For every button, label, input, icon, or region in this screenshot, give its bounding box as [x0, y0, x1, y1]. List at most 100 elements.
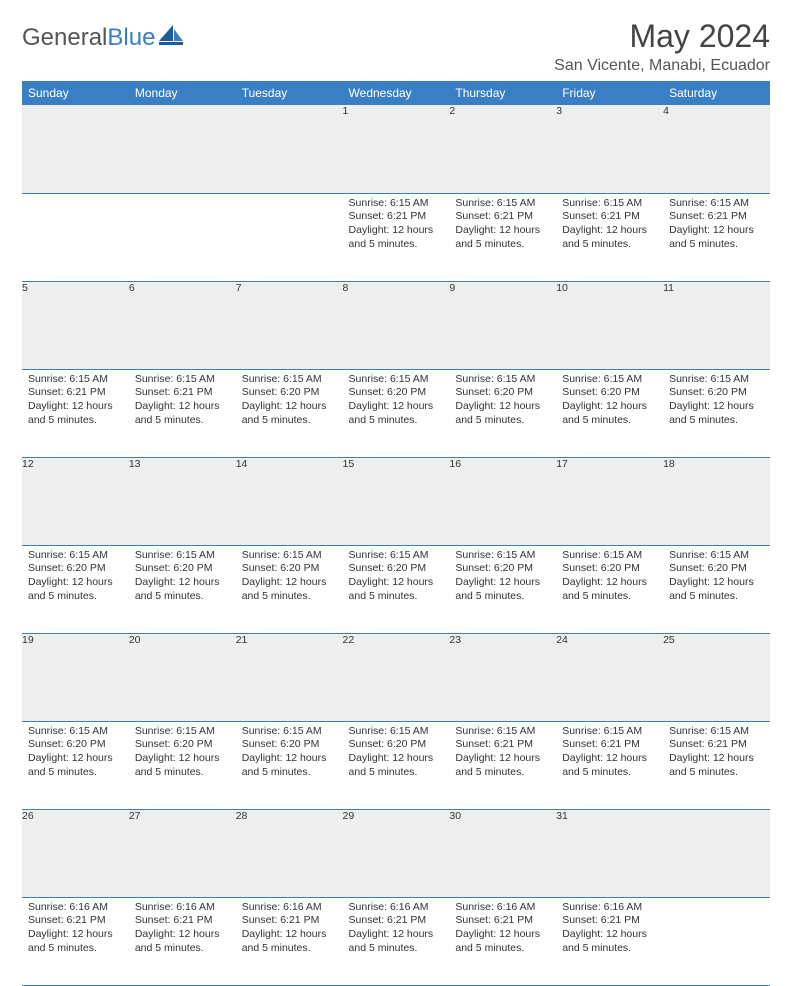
- day-cell: Sunrise: 6:16 AMSunset: 6:21 PMDaylight:…: [343, 897, 450, 985]
- sunrise-text: Sunrise: 6:15 AM: [242, 373, 337, 387]
- weekday-header: Sunday: [22, 81, 129, 105]
- daylight-text: Daylight: 12 hours and 5 minutes.: [28, 576, 123, 604]
- sunset-text: Sunset: 6:20 PM: [28, 738, 123, 752]
- daylight-text: Daylight: 12 hours and 5 minutes.: [455, 400, 550, 428]
- day-cell: Sunrise: 6:15 AMSunset: 6:20 PMDaylight:…: [663, 369, 770, 457]
- sunrise-text: Sunrise: 6:16 AM: [28, 901, 123, 915]
- sunrise-text: Sunrise: 6:15 AM: [349, 725, 444, 739]
- daylight-text: Daylight: 12 hours and 5 minutes.: [349, 400, 444, 428]
- day-content-row: Sunrise: 6:15 AMSunset: 6:20 PMDaylight:…: [22, 545, 770, 633]
- day-number-cell: 3: [556, 105, 663, 193]
- sunrise-text: Sunrise: 6:15 AM: [135, 725, 230, 739]
- daylight-text: Daylight: 12 hours and 5 minutes.: [349, 928, 444, 956]
- sunrise-text: Sunrise: 6:15 AM: [135, 373, 230, 387]
- sunset-text: Sunset: 6:21 PM: [349, 914, 444, 928]
- day-cell: Sunrise: 6:15 AMSunset: 6:21 PMDaylight:…: [556, 193, 663, 281]
- daylight-text: Daylight: 12 hours and 5 minutes.: [28, 928, 123, 956]
- sunset-text: Sunset: 6:21 PM: [242, 914, 337, 928]
- daylight-text: Daylight: 12 hours and 5 minutes.: [135, 400, 230, 428]
- day-number-row: 262728293031: [22, 809, 770, 897]
- sunset-text: Sunset: 6:21 PM: [135, 386, 230, 400]
- day-cell: Sunrise: 6:15 AMSunset: 6:20 PMDaylight:…: [343, 545, 450, 633]
- daylight-text: Daylight: 12 hours and 5 minutes.: [455, 576, 550, 604]
- sunrise-text: Sunrise: 6:15 AM: [669, 373, 764, 387]
- sunset-text: Sunset: 6:20 PM: [28, 562, 123, 576]
- sunrise-text: Sunrise: 6:15 AM: [669, 197, 764, 211]
- day-number-row: 12131415161718: [22, 457, 770, 545]
- day-number-cell: 4: [663, 105, 770, 193]
- sunrise-text: Sunrise: 6:16 AM: [562, 901, 657, 915]
- daylight-text: Daylight: 12 hours and 5 minutes.: [562, 928, 657, 956]
- sunset-text: Sunset: 6:21 PM: [669, 210, 764, 224]
- daylight-text: Daylight: 12 hours and 5 minutes.: [562, 224, 657, 252]
- weekday-header: Monday: [129, 81, 236, 105]
- day-number-cell: 9: [449, 281, 556, 369]
- calendar-table: SundayMondayTuesdayWednesdayThursdayFrid…: [22, 81, 770, 986]
- day-content-row: Sunrise: 6:15 AMSunset: 6:21 PMDaylight:…: [22, 193, 770, 281]
- sunrise-text: Sunrise: 6:15 AM: [562, 549, 657, 563]
- sunrise-text: Sunrise: 6:15 AM: [562, 725, 657, 739]
- day-cell: Sunrise: 6:16 AMSunset: 6:21 PMDaylight:…: [449, 897, 556, 985]
- day-number-cell: 28: [236, 809, 343, 897]
- day-number-cell: 10: [556, 281, 663, 369]
- day-number-cell: 24: [556, 633, 663, 721]
- weekday-header: Tuesday: [236, 81, 343, 105]
- day-cell: [129, 193, 236, 281]
- sunrise-text: Sunrise: 6:15 AM: [242, 549, 337, 563]
- sunset-text: Sunset: 6:20 PM: [135, 562, 230, 576]
- day-number-cell: [129, 105, 236, 193]
- day-number-cell: 19: [22, 633, 129, 721]
- day-number-cell: [236, 105, 343, 193]
- daylight-text: Daylight: 12 hours and 5 minutes.: [669, 752, 764, 780]
- day-number-cell: 13: [129, 457, 236, 545]
- day-cell: Sunrise: 6:16 AMSunset: 6:21 PMDaylight:…: [556, 897, 663, 985]
- day-content-row: Sunrise: 6:15 AMSunset: 6:20 PMDaylight:…: [22, 721, 770, 809]
- day-number-cell: 11: [663, 281, 770, 369]
- daylight-text: Daylight: 12 hours and 5 minutes.: [242, 752, 337, 780]
- daylight-text: Daylight: 12 hours and 5 minutes.: [669, 224, 764, 252]
- day-number-cell: 8: [343, 281, 450, 369]
- day-cell: Sunrise: 6:15 AMSunset: 6:20 PMDaylight:…: [236, 545, 343, 633]
- day-cell: Sunrise: 6:16 AMSunset: 6:21 PMDaylight:…: [129, 897, 236, 985]
- day-cell: Sunrise: 6:15 AMSunset: 6:20 PMDaylight:…: [556, 369, 663, 457]
- daylight-text: Daylight: 12 hours and 5 minutes.: [349, 224, 444, 252]
- location: San Vicente, Manabi, Ecuador: [554, 57, 770, 75]
- day-cell: Sunrise: 6:15 AMSunset: 6:21 PMDaylight:…: [129, 369, 236, 457]
- weekday-header: Friday: [556, 81, 663, 105]
- sunrise-text: Sunrise: 6:15 AM: [28, 725, 123, 739]
- day-number-cell: 17: [556, 457, 663, 545]
- sunrise-text: Sunrise: 6:15 AM: [349, 373, 444, 387]
- weekday-header: Wednesday: [343, 81, 450, 105]
- sunset-text: Sunset: 6:21 PM: [455, 738, 550, 752]
- sunrise-text: Sunrise: 6:15 AM: [455, 197, 550, 211]
- sunrise-text: Sunrise: 6:15 AM: [242, 725, 337, 739]
- daylight-text: Daylight: 12 hours and 5 minutes.: [562, 400, 657, 428]
- weekday-header: Thursday: [449, 81, 556, 105]
- sunset-text: Sunset: 6:20 PM: [242, 562, 337, 576]
- day-number-cell: 31: [556, 809, 663, 897]
- day-number-cell: 5: [22, 281, 129, 369]
- sunrise-text: Sunrise: 6:15 AM: [349, 549, 444, 563]
- day-cell: Sunrise: 6:15 AMSunset: 6:21 PMDaylight:…: [22, 369, 129, 457]
- sunset-text: Sunset: 6:20 PM: [455, 386, 550, 400]
- sunset-text: Sunset: 6:20 PM: [562, 386, 657, 400]
- day-number-row: 19202122232425: [22, 633, 770, 721]
- day-number-cell: 23: [449, 633, 556, 721]
- sunrise-text: Sunrise: 6:15 AM: [669, 725, 764, 739]
- day-cell: Sunrise: 6:15 AMSunset: 6:20 PMDaylight:…: [663, 545, 770, 633]
- sunset-text: Sunset: 6:21 PM: [669, 738, 764, 752]
- day-number-cell: 25: [663, 633, 770, 721]
- daylight-text: Daylight: 12 hours and 5 minutes.: [242, 400, 337, 428]
- sunset-text: Sunset: 6:20 PM: [669, 562, 764, 576]
- logo-text-general: General: [22, 24, 107, 52]
- daylight-text: Daylight: 12 hours and 5 minutes.: [562, 576, 657, 604]
- header: GeneralBlue May 2024 San Vicente, Manabi…: [22, 18, 770, 75]
- day-number-cell: 15: [343, 457, 450, 545]
- day-cell: Sunrise: 6:15 AMSunset: 6:20 PMDaylight:…: [343, 721, 450, 809]
- day-number-cell: 2: [449, 105, 556, 193]
- day-number-cell: 27: [129, 809, 236, 897]
- day-cell: Sunrise: 6:15 AMSunset: 6:20 PMDaylight:…: [22, 721, 129, 809]
- sunset-text: Sunset: 6:21 PM: [28, 914, 123, 928]
- day-cell: Sunrise: 6:15 AMSunset: 6:21 PMDaylight:…: [343, 193, 450, 281]
- day-number-row: 1234: [22, 105, 770, 193]
